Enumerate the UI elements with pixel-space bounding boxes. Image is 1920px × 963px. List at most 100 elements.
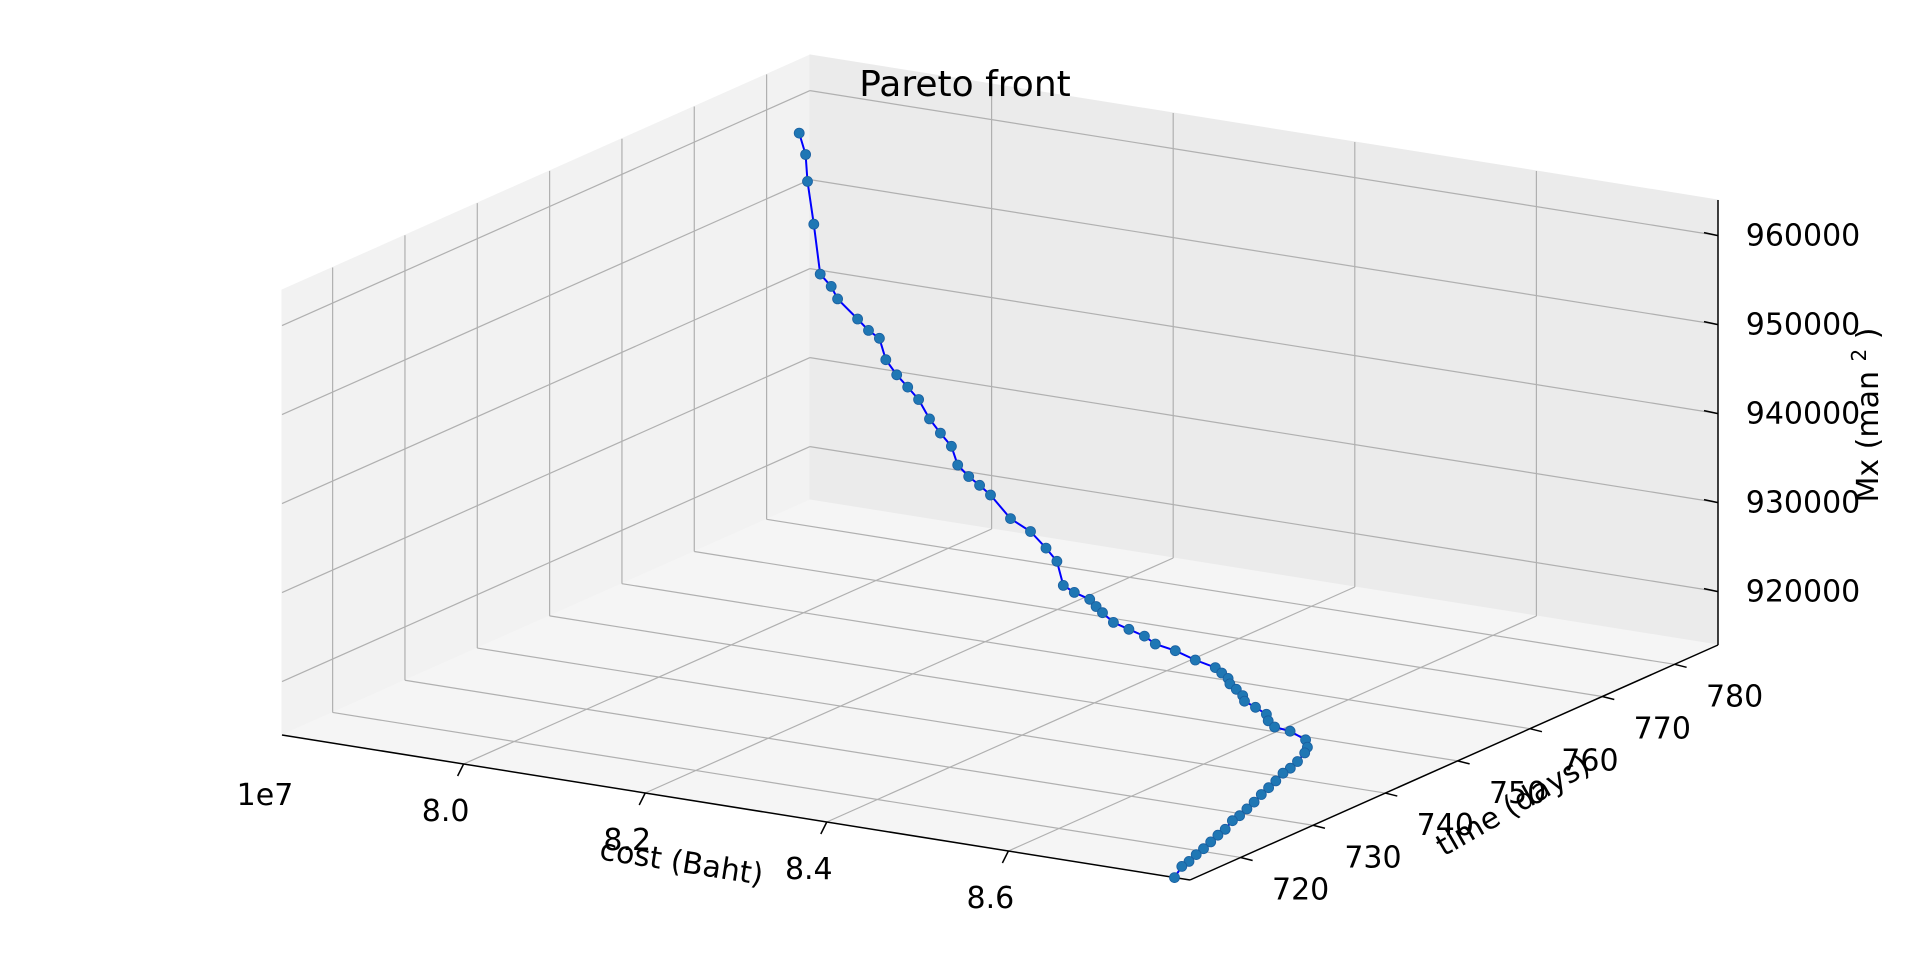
data-point-19 — [974, 479, 985, 491]
z-grid-left-1 — [281, 357, 811, 594]
grid-lines — [281, 74, 1719, 859]
y-grid-floor-4 — [621, 583, 1531, 730]
x-tick-label-3: 8.6 — [967, 881, 1015, 916]
y-tick-mark-3 — [1457, 760, 1470, 765]
data-point-10 — [880, 354, 892, 366]
data-point-67 — [1176, 861, 1188, 872]
data-point-22 — [1025, 526, 1036, 537]
x-tick-mark-1 — [638, 792, 646, 806]
y-tick-label-5: 770 — [1634, 712, 1691, 747]
data-point-21 — [1005, 513, 1016, 524]
data-point-18 — [963, 471, 975, 482]
data-point-13 — [913, 394, 924, 405]
y-tick-label-2: 740 — [1417, 808, 1474, 843]
y-grid-floor-6 — [766, 518, 1675, 665]
data-point-1 — [800, 149, 811, 160]
data-point-34 — [1169, 645, 1181, 657]
z-axis-label-close: ) — [1851, 327, 1886, 339]
y-tick-mark-4 — [1529, 727, 1543, 733]
y-tick-mark-0 — [1240, 856, 1253, 862]
axis-lines — [281, 200, 1719, 881]
data-point-7 — [852, 313, 863, 325]
data-point-53 — [1277, 767, 1289, 779]
z-axis-label: Mx (man 2 ) — [1839, 327, 1886, 502]
data-point-47 — [1284, 725, 1296, 737]
data-point-24 — [1051, 555, 1063, 567]
data-point-30 — [1108, 617, 1119, 628]
data-point-57 — [1248, 796, 1260, 808]
z-grid-left-0 — [281, 446, 811, 683]
data-point-51 — [1292, 756, 1303, 767]
y-tick-label-4: 760 — [1561, 744, 1618, 779]
z-grid-back-0 — [809, 446, 1719, 593]
chart-title: Pareto front — [859, 64, 1071, 105]
x-tick-mark-3 — [1001, 850, 1010, 864]
x-tick-mark-0 — [456, 763, 465, 777]
x-axis-label: cost (Baht) — [597, 832, 765, 892]
data-point-35 — [1189, 654, 1201, 666]
z-tick-label-2: 940000 — [1746, 397, 1861, 432]
data-point-61 — [1219, 823, 1231, 835]
data-point-16 — [946, 440, 957, 452]
x-grid-floor-3 — [1008, 615, 1537, 852]
data-point-25 — [1057, 580, 1069, 591]
x-grid-floor-2 — [826, 586, 1356, 823]
data-point-20 — [985, 489, 996, 501]
data-point-42 — [1239, 695, 1250, 707]
data-point-14 — [924, 413, 935, 425]
y-tick-mark-1 — [1312, 824, 1326, 830]
data-point-0 — [793, 127, 805, 139]
x-grid-floor-0 — [463, 528, 992, 765]
data-point-68 — [1169, 872, 1180, 883]
data-point-3 — [808, 218, 820, 230]
data-point-64 — [1198, 843, 1209, 855]
data-point-11 — [891, 369, 903, 381]
data-series — [793, 127, 1313, 883]
y-grid-floor-5 — [694, 550, 1603, 698]
data-point-65 — [1190, 849, 1202, 860]
z-grid-back-4 — [809, 90, 1719, 237]
data-point-5 — [825, 280, 837, 292]
y-grid-floor-1 — [404, 679, 1314, 826]
z-grid-back-1 — [809, 357, 1719, 504]
data-point-9 — [874, 332, 885, 344]
z-tick-label-4: 960000 — [1746, 219, 1861, 254]
y-tick-label-1: 730 — [1344, 840, 1401, 875]
z-grid-left-4 — [281, 90, 811, 327]
data-point-56 — [1255, 789, 1267, 800]
data-point-52 — [1284, 762, 1296, 774]
data-point-32 — [1139, 630, 1150, 642]
z-axis-label-main: Mx (man — [1851, 371, 1886, 503]
data-point-8 — [863, 324, 874, 336]
data-point-46 — [1269, 721, 1280, 733]
x-tick-mark-2 — [820, 821, 828, 835]
x-axis-line — [281, 734, 1191, 881]
x-tick-label-1: 8.2 — [603, 823, 651, 858]
axes-panes — [280, 54, 1720, 881]
z-tick-label-1: 930000 — [1746, 486, 1861, 521]
data-point-54 — [1270, 775, 1282, 787]
data-point-33 — [1149, 638, 1161, 650]
data-point-60 — [1227, 815, 1238, 827]
z-tick-mark-0 — [1703, 587, 1719, 593]
z-tick-label-0: 920000 — [1746, 575, 1861, 610]
y-tick-mark-5 — [1602, 695, 1615, 701]
z-tick-label-3: 950000 — [1746, 308, 1861, 343]
data-point-12 — [902, 381, 914, 393]
data-point-58 — [1241, 803, 1253, 815]
data-point-55 — [1263, 782, 1274, 794]
data-point-62 — [1212, 829, 1224, 841]
y-axis-label: time (days) — [1430, 748, 1596, 864]
y-axis-line — [1189, 644, 1719, 881]
x-tick-label-2: 8.4 — [785, 852, 833, 887]
z-grid-left-2 — [281, 268, 811, 505]
y-tick-label-6: 780 — [1706, 679, 1763, 714]
z-axis-label-superscript: 2 — [1847, 349, 1871, 362]
z-tick-mark-1 — [1703, 498, 1719, 504]
y-tick-label-0: 720 — [1272, 872, 1329, 907]
z-grid-back-2 — [809, 268, 1719, 415]
data-point-50 — [1299, 747, 1311, 759]
y-grid-floor-2 — [477, 647, 1386, 794]
y-tick-mark-2 — [1385, 792, 1398, 797]
